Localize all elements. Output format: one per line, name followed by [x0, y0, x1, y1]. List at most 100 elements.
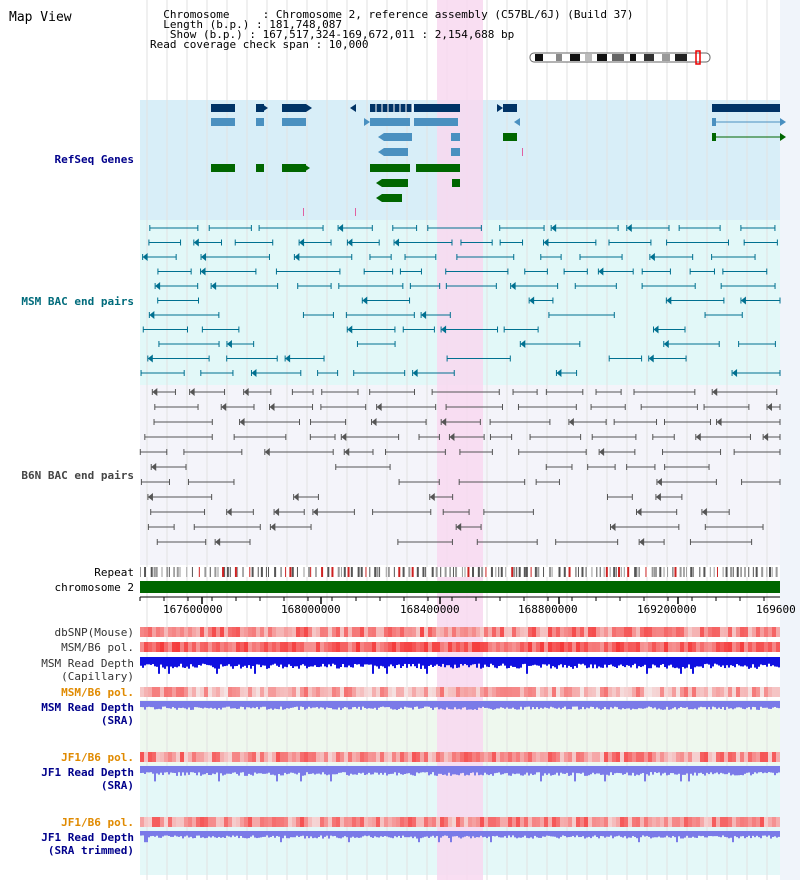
heat-cell [292, 817, 296, 827]
track-label-repeat[interactable]: Repeat [94, 566, 134, 579]
ideogram-band [535, 54, 543, 61]
depth-bar [774, 657, 776, 667]
depth-bar [680, 657, 682, 674]
depth-bar [270, 766, 272, 775]
heat-cell [336, 817, 340, 827]
track-label-refseq[interactable]: RefSeq Genes [54, 153, 134, 166]
depth-bar [154, 657, 156, 667]
depth-bar [638, 657, 640, 667]
depth-bar [322, 766, 324, 773]
depth-bar [386, 657, 388, 674]
depth-bar [602, 701, 604, 709]
depth-bar [508, 701, 510, 709]
ideogram-band [612, 54, 624, 61]
gene-block [451, 133, 460, 141]
heat-cell [220, 642, 224, 652]
depth-bar [164, 766, 166, 773]
depth-bar [546, 766, 548, 775]
track-label-msm-b6-pol-1[interactable]: MSM/B6 pol. [61, 641, 134, 654]
heat-cell [232, 752, 236, 762]
heat-cell [248, 817, 252, 827]
depth-bar [564, 766, 566, 774]
track-label-dbsnp[interactable]: dbSNP(Mouse) [54, 626, 134, 639]
track-label-msm-depth-sra[interactable]: MSM Read Depth (SRA) [41, 701, 134, 727]
depth-bar [482, 766, 484, 776]
depth-bar [464, 701, 466, 708]
bac-arrow [653, 325, 659, 334]
depth-bar [502, 657, 504, 664]
depth-bar [624, 766, 626, 775]
depth-bar [476, 831, 478, 838]
depth-bar [160, 766, 162, 773]
heat-cell [584, 752, 588, 762]
heat-cell [696, 627, 700, 637]
heat-cell [308, 627, 312, 637]
heat-cell [320, 687, 324, 697]
depth-bar [592, 831, 594, 837]
track-label-b6n-bac[interactable]: B6N BAC end pairs [21, 469, 134, 482]
heat-cell [256, 642, 260, 652]
track-label-jf1-depth-sra[interactable]: JF1 Read Depth (SRA) [41, 766, 134, 792]
depth-bar [420, 831, 422, 839]
heat-cell [680, 687, 684, 697]
repeat-element [144, 567, 147, 577]
depth-bar [180, 657, 182, 664]
track-label-msm-depth-capillary[interactable]: MSM Read Depth (Capillary) [41, 657, 134, 683]
depth-bar [360, 831, 362, 838]
track-label-msm-bac[interactable]: MSM BAC end pairs [21, 295, 134, 308]
heat-cell [356, 752, 360, 762]
depth-bar [178, 701, 180, 708]
depth-bar [246, 831, 248, 839]
heat-cell [348, 752, 352, 762]
heat-cell [760, 752, 764, 762]
track-label-jf1-b6-pol-2[interactable]: JF1/B6 pol. [61, 816, 134, 829]
repeat-element [683, 567, 685, 577]
depth-bar [348, 831, 350, 843]
depth-bar [596, 657, 598, 669]
heat-cell [268, 752, 272, 762]
depth-bar [600, 766, 602, 775]
depth-bar [626, 766, 628, 773]
repeat-element [374, 567, 377, 577]
heat-cell [760, 642, 764, 652]
depth-bar [706, 701, 708, 710]
depth-bar [540, 831, 542, 838]
heat-cell [376, 817, 380, 827]
depth-bar [424, 701, 426, 707]
bac-arrow [543, 238, 549, 247]
heat-cell [300, 817, 304, 827]
depth-bar [272, 657, 274, 665]
depth-bar [574, 831, 576, 838]
heat-cell [152, 817, 156, 827]
depth-bar [280, 657, 282, 665]
track-label-chromosome[interactable]: chromosome 2 [54, 581, 134, 594]
heat-cell [364, 642, 368, 652]
track-label-msm-b6-pol-2[interactable]: MSM/B6 pol. [61, 686, 134, 699]
depth-bar [468, 831, 470, 837]
depth-bar [378, 701, 380, 708]
depth-bar [504, 831, 506, 837]
repeat-element [379, 567, 381, 577]
heat-cell [520, 817, 524, 827]
depth-bar [762, 657, 764, 666]
depth-bar [634, 831, 636, 837]
depth-bar [568, 766, 570, 776]
gene-arrow [376, 194, 382, 202]
ruler-tick-label: 168000000 [281, 603, 341, 616]
depth-bar [366, 766, 368, 775]
heat-cell [596, 817, 600, 827]
depth-bar [434, 766, 436, 776]
track-label-jf1-depth-trimmed[interactable]: JF1 Read Depth (SRA trimmed) [41, 831, 134, 857]
track-label-jf1-b6-pol-1[interactable]: JF1/B6 pol. [61, 751, 134, 764]
heat-cell [156, 752, 160, 762]
depth-bar [676, 701, 678, 710]
gene-block [211, 164, 235, 172]
heat-cell [544, 642, 548, 652]
depth-bar [738, 766, 740, 776]
heat-cell [356, 817, 360, 827]
heat-cell [644, 817, 648, 827]
depth-bar [706, 831, 708, 838]
heat-cell [632, 817, 636, 827]
heat-cell [460, 752, 464, 762]
depth-bar [434, 657, 436, 666]
